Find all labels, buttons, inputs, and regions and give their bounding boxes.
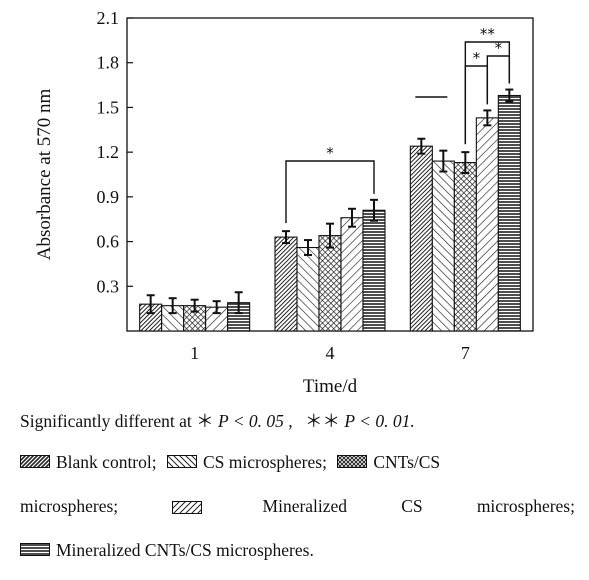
bar bbox=[497, 94, 521, 332]
sig2-stars: ＊＊ bbox=[305, 411, 341, 431]
legend-label-cs: CS bbox=[401, 496, 423, 516]
bar bbox=[475, 117, 499, 332]
legend-swatch-cnts-cs-microspheres bbox=[337, 455, 368, 468]
bar bbox=[296, 246, 320, 332]
legend-swatch-mineralized-cnts-cs bbox=[20, 543, 50, 556]
legend-label-cnts-cs: CNTs/CS bbox=[373, 452, 441, 472]
bar bbox=[453, 162, 477, 332]
y-tick-label: 0.9 bbox=[97, 187, 120, 207]
legend-label-mineralized: Mineralized bbox=[262, 496, 348, 516]
significance-bracket bbox=[464, 41, 511, 145]
bar bbox=[318, 235, 342, 332]
y-tick-label: 0.3 bbox=[97, 276, 120, 296]
legend-swatch-mineralized-cs bbox=[172, 501, 203, 514]
bar bbox=[362, 209, 386, 332]
legend-line-3: Mineralized CNTs/CS microspheres. bbox=[20, 540, 580, 561]
x-tick-label: 7 bbox=[461, 343, 470, 363]
x-axis-label: Time/d bbox=[303, 376, 358, 397]
legend-label-mineralized-cnts-cs: Mineralized CNTs/CS microspheres. bbox=[56, 540, 314, 560]
bar-chart: 0.3 0.6 0.9 1.2 1.5 1.8 2.1 Absorbance at 570 n… bbox=[34, 8, 534, 397]
legend-label-blank-control: Blank control; bbox=[56, 452, 157, 472]
legend-label-microspheres-end: microspheres; bbox=[476, 496, 575, 516]
significance-note: Significantly different at ＊ P < 0. 05 ,… bbox=[20, 408, 580, 433]
legend-line-2: microspheres; Mineralized CS microsphere… bbox=[20, 496, 575, 517]
x-tick-label: 4 bbox=[326, 343, 335, 363]
legend-swatch-cs-microspheres bbox=[166, 455, 197, 468]
y-tick-label: 1.2 bbox=[97, 142, 120, 162]
sig1-stars: ＊ bbox=[196, 411, 214, 431]
y-tick-label: 1.8 bbox=[97, 53, 120, 73]
significance-star: ** bbox=[480, 25, 496, 43]
sig2-expression: P < 0. 01. bbox=[344, 411, 415, 431]
significance-bracket bbox=[285, 160, 375, 224]
significance-star: * bbox=[495, 39, 503, 57]
x-tick-label: 1 bbox=[190, 343, 199, 363]
significance-star: * bbox=[473, 49, 481, 67]
bar bbox=[340, 217, 364, 332]
significance-star: * bbox=[326, 144, 334, 162]
y-axis-label: Absorbance at 570 nm bbox=[34, 89, 55, 261]
y-tick-label: 1.5 bbox=[97, 97, 120, 117]
significance-prefix: Significantly different at bbox=[20, 411, 192, 431]
sig1-expression: P < 0. 05 , bbox=[217, 411, 293, 431]
legend-label-cs-microspheres: CS microspheres; bbox=[202, 452, 327, 472]
legend-swatch-blank-control bbox=[20, 455, 50, 468]
legend-line-1: Blank control; CS microspheres; CNTs/CS bbox=[20, 452, 580, 473]
legend-label-microspheres-cont: microspheres; bbox=[20, 496, 119, 516]
bar bbox=[409, 145, 433, 332]
bar bbox=[274, 236, 298, 332]
bar bbox=[431, 160, 455, 332]
y-tick-label: 2.1 bbox=[97, 8, 120, 28]
y-tick-label: 0.6 bbox=[97, 232, 120, 252]
